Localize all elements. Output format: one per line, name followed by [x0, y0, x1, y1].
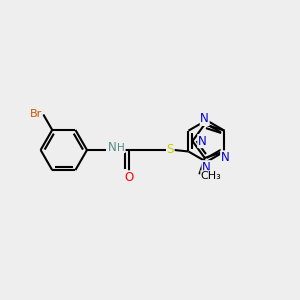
Text: O: O	[124, 171, 133, 184]
Text: N: N	[200, 112, 209, 125]
Text: Br: Br	[30, 109, 42, 119]
Text: H: H	[117, 142, 125, 153]
Text: N: N	[108, 141, 116, 154]
Text: CH₃: CH₃	[201, 171, 222, 181]
Text: N: N	[202, 161, 211, 174]
Text: N: N	[198, 135, 207, 148]
Text: S: S	[167, 143, 174, 156]
Text: N: N	[221, 151, 230, 164]
